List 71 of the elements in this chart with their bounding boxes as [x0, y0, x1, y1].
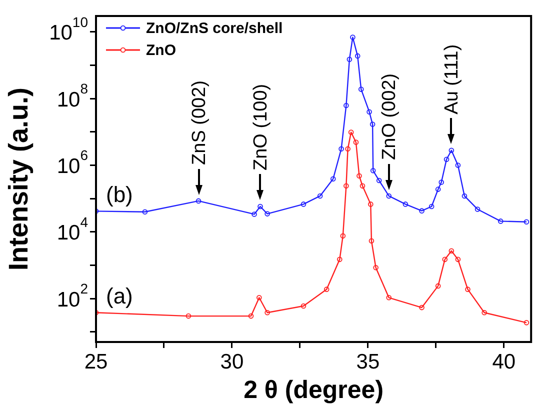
point: [258, 204, 263, 210]
point: [186, 313, 192, 319]
x-axis-title: 2 θ (degree): [244, 376, 384, 404]
point: [482, 310, 487, 316]
point: [419, 304, 424, 310]
point: [330, 176, 336, 182]
point: [344, 183, 349, 189]
point: [337, 256, 342, 262]
point: [370, 168, 376, 174]
point: [324, 286, 330, 292]
point: [338, 146, 344, 152]
legend-label: ZnO/ZnS core/shell: [146, 20, 283, 38]
point: [346, 56, 352, 62]
annotation: Au (111): [442, 44, 463, 114]
point: [353, 140, 359, 145]
point: [524, 320, 530, 326]
point: [402, 202, 408, 207]
point: [264, 310, 270, 316]
point: [373, 264, 378, 270]
point: [435, 186, 441, 192]
point: [248, 313, 254, 319]
x-tick-label: 40: [492, 350, 516, 374]
point: [370, 122, 376, 127]
point: [435, 283, 441, 289]
point: [350, 34, 356, 40]
point: [474, 206, 480, 212]
point: [428, 204, 434, 210]
point: [376, 178, 382, 184]
point: [524, 219, 530, 225]
point: [462, 193, 468, 199]
point: [354, 53, 360, 59]
annotation: ZnO (002): [379, 73, 400, 160]
point: [300, 202, 306, 207]
point: [358, 86, 364, 92]
point: [256, 294, 262, 300]
point: [419, 208, 424, 214]
point: [366, 109, 372, 115]
point: [340, 233, 346, 239]
point: [448, 148, 454, 154]
annotation: (b): [106, 182, 133, 208]
point: [444, 156, 450, 162]
point: [356, 173, 362, 179]
point: [348, 130, 354, 135]
point: [442, 256, 448, 262]
point: [455, 256, 461, 262]
point: [264, 211, 270, 216]
point: [448, 248, 454, 254]
point: [345, 146, 350, 152]
annotation: ZnO (100): [250, 84, 272, 170]
point: [252, 212, 257, 217]
y-axis-title: Intensity (a.u.): [4, 87, 34, 271]
point: [498, 218, 504, 224]
x-tick-label: 35: [356, 350, 380, 374]
annotation: ZnS (002): [188, 80, 210, 165]
annotation: (a): [106, 284, 133, 309]
legend-label: ZnO: [146, 42, 176, 60]
point: [368, 202, 374, 207]
point: [317, 193, 323, 199]
point: [386, 294, 392, 300]
point: [455, 162, 461, 168]
point: [196, 198, 202, 204]
point: [360, 183, 366, 189]
point: [438, 180, 444, 185]
point: [465, 286, 470, 292]
point: [386, 193, 392, 199]
point: [300, 303, 306, 309]
point: [142, 209, 148, 215]
point: [344, 102, 349, 108]
point: [368, 238, 374, 244]
x-tick-label: 25: [84, 350, 108, 374]
x-tick-label: 30: [220, 350, 244, 374]
